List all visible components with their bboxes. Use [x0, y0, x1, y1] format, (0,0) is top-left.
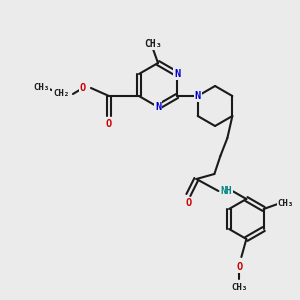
Text: CH₃: CH₃	[278, 200, 294, 208]
Text: CH₂: CH₂	[53, 89, 69, 98]
Text: N: N	[155, 102, 161, 112]
Text: CH₃: CH₃	[33, 83, 49, 92]
Text: CH₃: CH₃	[231, 283, 248, 292]
Text: O: O	[106, 119, 112, 129]
Text: CH₃: CH₃	[144, 39, 162, 49]
Text: O: O	[236, 262, 242, 272]
Text: N: N	[174, 69, 180, 79]
Text: O: O	[185, 198, 191, 208]
Text: NH: NH	[220, 186, 232, 196]
Text: O: O	[80, 83, 86, 93]
Text: N: N	[195, 91, 201, 101]
